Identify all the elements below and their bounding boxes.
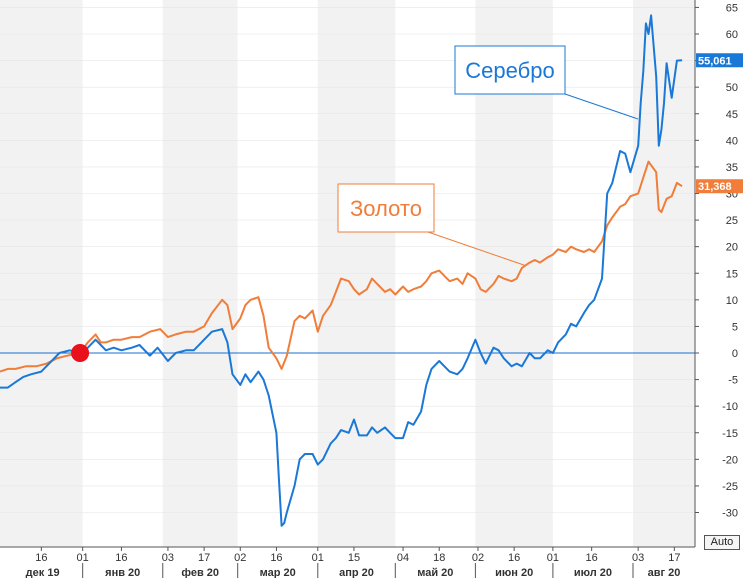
y-tick-label: 50 — [726, 82, 738, 94]
callout-label-gold: Золото — [350, 196, 422, 221]
y-tick-label: -10 — [722, 401, 738, 413]
marker-layer — [71, 344, 90, 362]
x-day-tick-label: 01 — [77, 552, 89, 564]
y-tick-label: -30 — [722, 508, 738, 520]
x-day-tick-label: 16 — [508, 552, 520, 564]
x-day-tick-label: 18 — [433, 552, 445, 564]
base-date-marker — [71, 344, 90, 362]
x-day-tick-label: 16 — [35, 552, 47, 564]
y-tick-label: 5 — [732, 321, 738, 333]
x-month-label: авг 20 — [648, 567, 681, 578]
y-tick-label: 60 — [726, 29, 738, 41]
x-day-tick-label: 17 — [198, 552, 210, 564]
x-axis-background — [0, 547, 695, 578]
x-day-tick-label: 01 — [547, 552, 559, 564]
x-month-label: мар 20 — [260, 567, 296, 578]
x-month-label: май 20 — [417, 567, 453, 578]
series-layer — [0, 14, 683, 527]
y-tick-label: 25 — [726, 215, 738, 227]
x-day-tick-label: 15 — [348, 552, 360, 564]
x-day-tick-label: 16 — [586, 552, 598, 564]
x-day-tick-label: 16 — [115, 552, 127, 564]
y-tick-label: 45 — [726, 109, 738, 121]
last-value-badge-gold — [696, 179, 743, 194]
y-tick-label: 15 — [726, 268, 738, 280]
callout-label-silver: Серебро — [465, 58, 554, 83]
y-tick-label: 20 — [726, 242, 738, 254]
x-month-label: июн 20 — [495, 567, 533, 578]
last-value-badge-silver — [696, 53, 743, 68]
x-day-tick-label: 17 — [668, 552, 680, 564]
y-tick-label: 65 — [726, 2, 738, 14]
last-value-label-silver: 55,061 — [698, 55, 732, 67]
callout-box-silver — [454, 45, 566, 95]
x-day-tick-label: 16 — [270, 552, 282, 564]
x-day-tick-label: 01 — [312, 552, 324, 564]
x-day-tick-label: 02 — [472, 552, 484, 564]
auto-scale-button[interactable]: Auto — [704, 535, 740, 550]
y-tick-label: 10 — [726, 295, 738, 307]
y-tick-label: 0 — [732, 348, 738, 360]
last-value-label-gold: 31,368 — [698, 181, 732, 193]
series-line-gold — [0, 160, 683, 373]
y-axis-background — [695, 0, 743, 578]
y-tick-label: -20 — [722, 454, 738, 466]
y-tick-label: -25 — [722, 481, 738, 493]
x-day-tick-label: 03 — [162, 552, 174, 564]
series-line-silver — [0, 14, 683, 527]
callout-leader-silver — [564, 93, 639, 120]
y-tick-label: 40 — [726, 135, 738, 147]
y-tick-label: 35 — [726, 162, 738, 174]
x-month-label: апр 20 — [339, 567, 374, 578]
x-month-label: июл 20 — [574, 567, 612, 578]
x-axis: 16 01 16 03 17 02 16 01 15 04 18 02 16 01 16 03 17 дек 19… — [0, 546, 695, 578]
annotation-layer: Серебро Золото — [337, 45, 639, 266]
y-axis: 65605550454035302520151050-5-10-15-20-25… — [694, 0, 743, 578]
y-tick-label: -5 — [728, 375, 738, 387]
y-tick-label: -15 — [722, 428, 738, 440]
x-day-tick-label: 02 — [234, 552, 246, 564]
x-day-tick-label: 04 — [397, 552, 409, 564]
callout-box-gold — [337, 183, 435, 233]
x-month-label: дек 19 — [26, 567, 60, 578]
callout-leader-gold — [427, 231, 525, 266]
x-month-label: янв 20 — [105, 567, 140, 578]
last-value-labels: 55,061 31,368 — [696, 53, 743, 194]
x-month-label: фев 20 — [181, 567, 219, 578]
x-day-tick-label: 03 — [632, 552, 644, 564]
